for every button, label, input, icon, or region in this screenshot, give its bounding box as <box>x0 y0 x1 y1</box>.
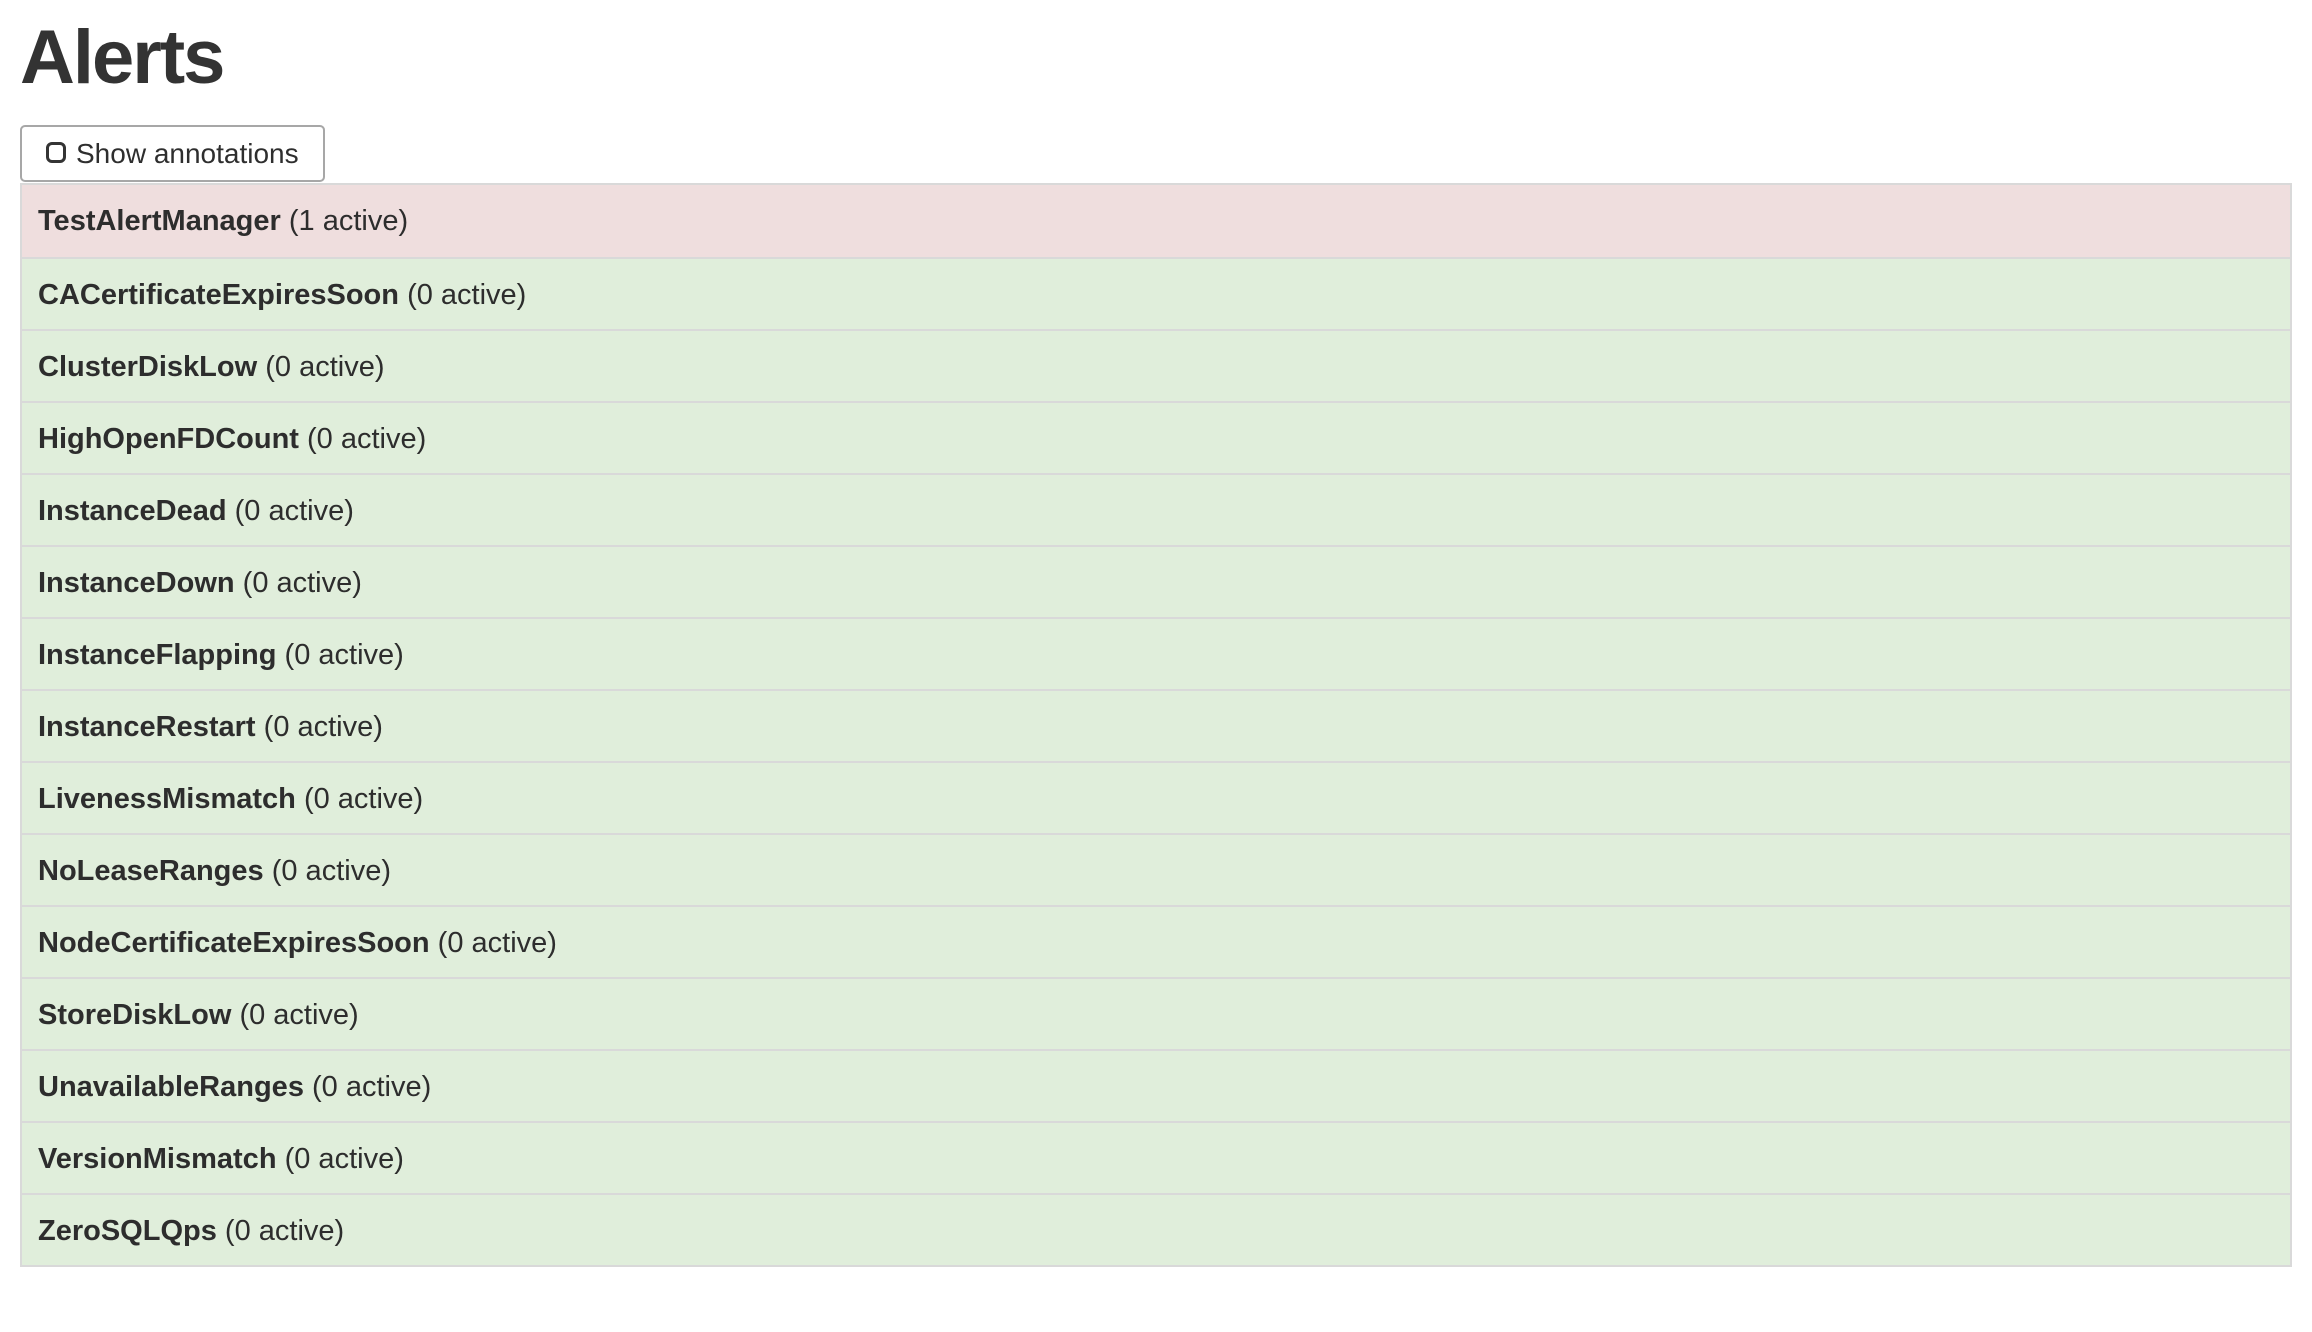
alert-row[interactable]: HighOpenFDCount (0 active) <box>22 401 2290 473</box>
alert-name: VersionMismatch <box>38 1143 277 1175</box>
alert-row[interactable]: NodeCertificateExpiresSoon (0 active) <box>22 905 2290 977</box>
alert-active-count: (0 active) <box>284 639 404 671</box>
alert-active-count: (0 active) <box>242 567 362 599</box>
alert-row[interactable]: InstanceDead (0 active) <box>22 473 2290 545</box>
alert-active-count: (0 active) <box>437 927 557 959</box>
alert-name: NoLeaseRanges <box>38 855 264 887</box>
alert-name: NodeCertificateExpiresSoon <box>38 927 430 959</box>
toolbar: Show annotations <box>20 125 2292 182</box>
alerts-page: Alerts Show annotations TestAlertManager… <box>20 15 2292 1267</box>
alert-name: ZeroSQLQps <box>38 1215 217 1247</box>
alert-name: InstanceDead <box>38 495 227 527</box>
alert-name: TestAlertManager <box>38 205 281 237</box>
alert-active-count: (1 active) <box>288 205 409 237</box>
alert-row[interactable]: InstanceDown (0 active) <box>22 545 2290 617</box>
alert-name: LivenessMismatch <box>38 783 296 815</box>
alert-row[interactable]: TestAlertManager (1 active) <box>22 185 2290 257</box>
alert-active-count: (0 active) <box>407 279 527 311</box>
alert-active-count: (0 active) <box>312 1071 432 1103</box>
alert-name: HighOpenFDCount <box>38 423 299 455</box>
alert-row[interactable]: LivenessMismatch (0 active) <box>22 761 2290 833</box>
alert-active-count: (0 active) <box>307 423 427 455</box>
checkbox-unchecked-icon[interactable] <box>46 141 66 163</box>
alert-row[interactable]: StoreDiskLow (0 active) <box>22 977 2290 1049</box>
alert-row[interactable]: CACertificateExpiresSoon (0 active) <box>22 257 2290 329</box>
alert-active-count: (0 active) <box>265 351 385 383</box>
alert-row[interactable]: InstanceFlapping (0 active) <box>22 617 2290 689</box>
alert-name: InstanceDown <box>38 567 235 599</box>
alert-name: UnavailableRanges <box>38 1071 304 1103</box>
alert-row[interactable]: NoLeaseRanges (0 active) <box>22 833 2290 905</box>
alert-row[interactable]: UnavailableRanges (0 active) <box>22 1049 2290 1121</box>
alert-row[interactable]: ZeroSQLQps (0 active) <box>22 1193 2290 1265</box>
alert-active-count: (0 active) <box>234 495 354 527</box>
alert-name: InstanceFlapping <box>38 639 277 671</box>
alert-active-count: (0 active) <box>224 1215 345 1247</box>
alert-active-count: (0 active) <box>271 855 391 887</box>
alerts-list: TestAlertManager (1 active) CACertificate… <box>20 183 2292 1267</box>
alert-active-count: (0 active) <box>284 1143 404 1175</box>
page-title: Alerts <box>20 15 225 100</box>
alert-row[interactable]: InstanceRestart (0 active) <box>22 689 2290 761</box>
alert-active-count: (0 active) <box>303 783 424 815</box>
alert-active-count: (0 active) <box>263 711 383 743</box>
alert-row[interactable]: VersionMismatch (0 active) <box>22 1121 2290 1193</box>
alert-name: InstanceRestart <box>38 711 256 743</box>
alert-name: StoreDiskLow <box>38 999 232 1031</box>
show-annotations-label: Show annotations <box>76 137 299 169</box>
alert-name: CACertificateExpiresSoon <box>38 279 399 311</box>
alert-active-count: (0 active) <box>239 999 359 1031</box>
alert-row[interactable]: ClusterDiskLow (0 active) <box>22 329 2290 401</box>
alert-name: ClusterDiskLow <box>38 351 258 383</box>
show-annotations-button[interactable]: Show annotations <box>20 125 325 182</box>
